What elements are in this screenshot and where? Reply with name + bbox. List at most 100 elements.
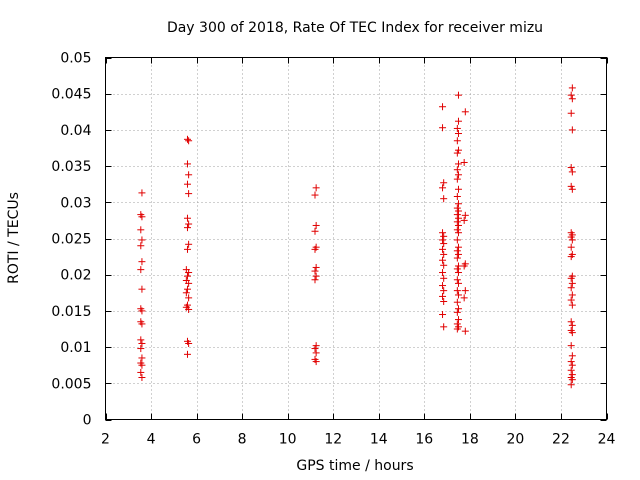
data-point (453, 308, 461, 316)
data-point (312, 358, 320, 366)
y-tick-labels: 0 0.005 0.01 0.015 0.02 0.025 0.03 0.035 0.04 0.0… (51, 51, 91, 429)
data-point (439, 229, 447, 237)
data-point (454, 91, 462, 99)
data-point (138, 361, 146, 369)
data-point (454, 269, 462, 277)
data-point (183, 180, 191, 188)
y-tick-label: 0.045 (51, 87, 91, 103)
data-point (439, 245, 447, 253)
data-point (312, 184, 320, 192)
data-point (185, 171, 193, 179)
axis-ticks (105, 57, 608, 421)
data-point (460, 262, 468, 270)
x-tick-label: 14 (370, 432, 388, 448)
data-point (137, 345, 145, 353)
x-tick-label: 2 (101, 432, 110, 448)
data-point (138, 307, 146, 315)
data-point (454, 243, 462, 251)
data-point (185, 305, 193, 313)
data-point (461, 287, 469, 295)
data-point (183, 224, 191, 232)
data-point (453, 325, 461, 333)
x-tick-label: 16 (415, 432, 433, 448)
data-point (185, 137, 193, 145)
data-point (440, 274, 448, 282)
data-point (461, 211, 469, 219)
data-point (567, 164, 575, 172)
x-tick-labels: 2 4 6 8 10 12 14 16 18 20 22 24 (101, 432, 615, 448)
data-point (185, 339, 193, 347)
data-point (138, 236, 146, 244)
data-point (312, 221, 320, 229)
y-tick-label: 0.01 (60, 340, 91, 356)
data-point (568, 361, 576, 369)
plot-frame (105, 57, 607, 420)
data-point (567, 318, 575, 326)
data-point (440, 240, 448, 248)
data-point (568, 168, 576, 176)
y-axis-label: ROTI / TECUs (6, 192, 22, 284)
data-point (183, 245, 191, 253)
y-tick-label: 0.005 (51, 376, 91, 392)
data-point (185, 269, 193, 277)
x-tick-label: 4 (147, 432, 156, 448)
data-point (568, 185, 576, 193)
data-point (440, 250, 448, 258)
y-tick-label: 0.035 (51, 159, 91, 175)
data-point (183, 272, 191, 280)
data-point (440, 261, 448, 269)
data-point (453, 298, 461, 306)
data-point (454, 250, 462, 258)
data-point (439, 269, 447, 277)
data-point (440, 195, 448, 203)
data-point (138, 339, 146, 347)
data-point (454, 146, 462, 154)
data-point (567, 342, 575, 350)
data-point (567, 296, 575, 304)
data-point (454, 229, 462, 237)
data-point (454, 117, 462, 125)
data-point (138, 354, 146, 362)
data-point (568, 376, 576, 384)
data-point (568, 236, 576, 244)
data-point (185, 279, 193, 287)
data-point (183, 285, 191, 293)
y-tick-label: 0.025 (51, 232, 91, 248)
data-point (138, 320, 146, 328)
data-point (453, 204, 461, 212)
y-tick-label: 0.02 (60, 268, 91, 284)
data-point (183, 160, 191, 168)
data-point (185, 220, 193, 228)
data-point (567, 182, 575, 190)
data-point (311, 267, 319, 275)
data-point (453, 166, 461, 174)
x-tick-label: 22 (552, 432, 570, 448)
data-point (311, 245, 319, 253)
data-point (453, 236, 461, 244)
data-point (312, 349, 320, 357)
data-point (568, 84, 576, 92)
data-point (183, 350, 191, 358)
data-point (439, 282, 447, 290)
data-point (440, 179, 448, 187)
data-point (311, 345, 319, 353)
data-point (567, 284, 575, 292)
data-point (137, 242, 145, 250)
x-tick-label: 24 (598, 432, 616, 448)
data-point (453, 124, 461, 132)
data-point (567, 109, 575, 117)
data-point (137, 368, 145, 376)
data-point (454, 279, 462, 287)
data-point (453, 254, 461, 262)
data-point (460, 216, 468, 224)
data-point (138, 285, 146, 293)
data-point (138, 258, 146, 266)
data-point (312, 263, 320, 271)
data-point (568, 279, 576, 287)
y-tick-label: 0.05 (60, 51, 91, 67)
data-point (454, 291, 462, 299)
data-point (439, 292, 447, 300)
data-point (567, 274, 575, 282)
data-point (454, 207, 462, 215)
